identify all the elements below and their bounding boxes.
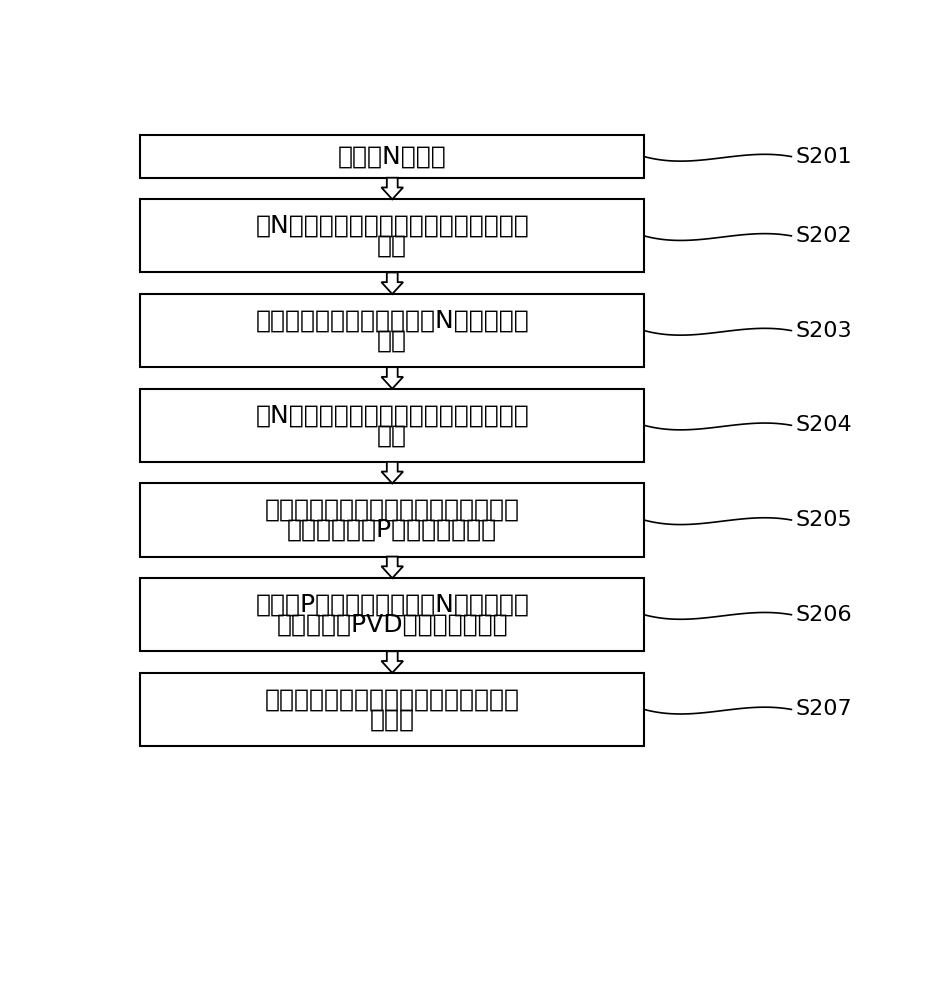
Text: S205: S205 bbox=[795, 510, 851, 530]
Text: S203: S203 bbox=[795, 321, 851, 341]
Text: 在第三本征非晶硅层上沉积N型掺杂非晶: 在第三本征非晶硅层上沉积N型掺杂非晶 bbox=[256, 309, 529, 333]
Text: S201: S201 bbox=[795, 147, 851, 167]
Text: S207: S207 bbox=[795, 699, 851, 719]
Text: S206: S206 bbox=[795, 605, 851, 625]
Polygon shape bbox=[381, 462, 402, 483]
Text: 硅层: 硅层 bbox=[377, 329, 407, 353]
Polygon shape bbox=[381, 367, 402, 389]
Polygon shape bbox=[381, 651, 402, 673]
Bar bbox=[140, 199, 643, 272]
Text: 膜层: 膜层 bbox=[377, 234, 407, 258]
Polygon shape bbox=[381, 272, 402, 294]
Text: 膜层: 膜层 bbox=[377, 423, 407, 447]
Bar bbox=[140, 389, 643, 462]
Bar bbox=[140, 294, 643, 367]
Text: 硅层上通过PVD溅射透明导电膜: 硅层上通过PVD溅射透明导电膜 bbox=[276, 613, 507, 637]
Bar bbox=[140, 673, 643, 746]
Bar bbox=[140, 578, 643, 651]
Text: 提供一N型硅片: 提供一N型硅片 bbox=[338, 145, 446, 169]
Bar bbox=[140, 483, 643, 557]
Polygon shape bbox=[381, 178, 402, 199]
Text: 线电极: 线电极 bbox=[370, 707, 415, 731]
Text: 在两面的透明导电膜上同时电镀金属栅: 在两面的透明导电膜上同时电镀金属栅 bbox=[265, 687, 519, 711]
Text: 在N型硅片的反面上沉积第三本征非晶硅: 在N型硅片的反面上沉积第三本征非晶硅 bbox=[256, 214, 529, 238]
Polygon shape bbox=[381, 557, 402, 578]
Text: 在N型硅片的正面上沉积第一本征非晶硅: 在N型硅片的正面上沉积第一本征非晶硅 bbox=[256, 403, 529, 427]
Text: S204: S204 bbox=[795, 415, 851, 435]
Text: S202: S202 bbox=[795, 226, 851, 246]
Bar bbox=[140, 135, 643, 178]
Text: 非晶硅膜层和P型掺杂非晶硅层: 非晶硅膜层和P型掺杂非晶硅层 bbox=[286, 518, 497, 542]
Text: 分别在P型掺杂非晶硅层和N型掺杂非晶: 分别在P型掺杂非晶硅层和N型掺杂非晶 bbox=[255, 593, 529, 617]
Text: 在第一本征非晶硅膜层上沉积第二本征: 在第一本征非晶硅膜层上沉积第二本征 bbox=[265, 498, 519, 522]
